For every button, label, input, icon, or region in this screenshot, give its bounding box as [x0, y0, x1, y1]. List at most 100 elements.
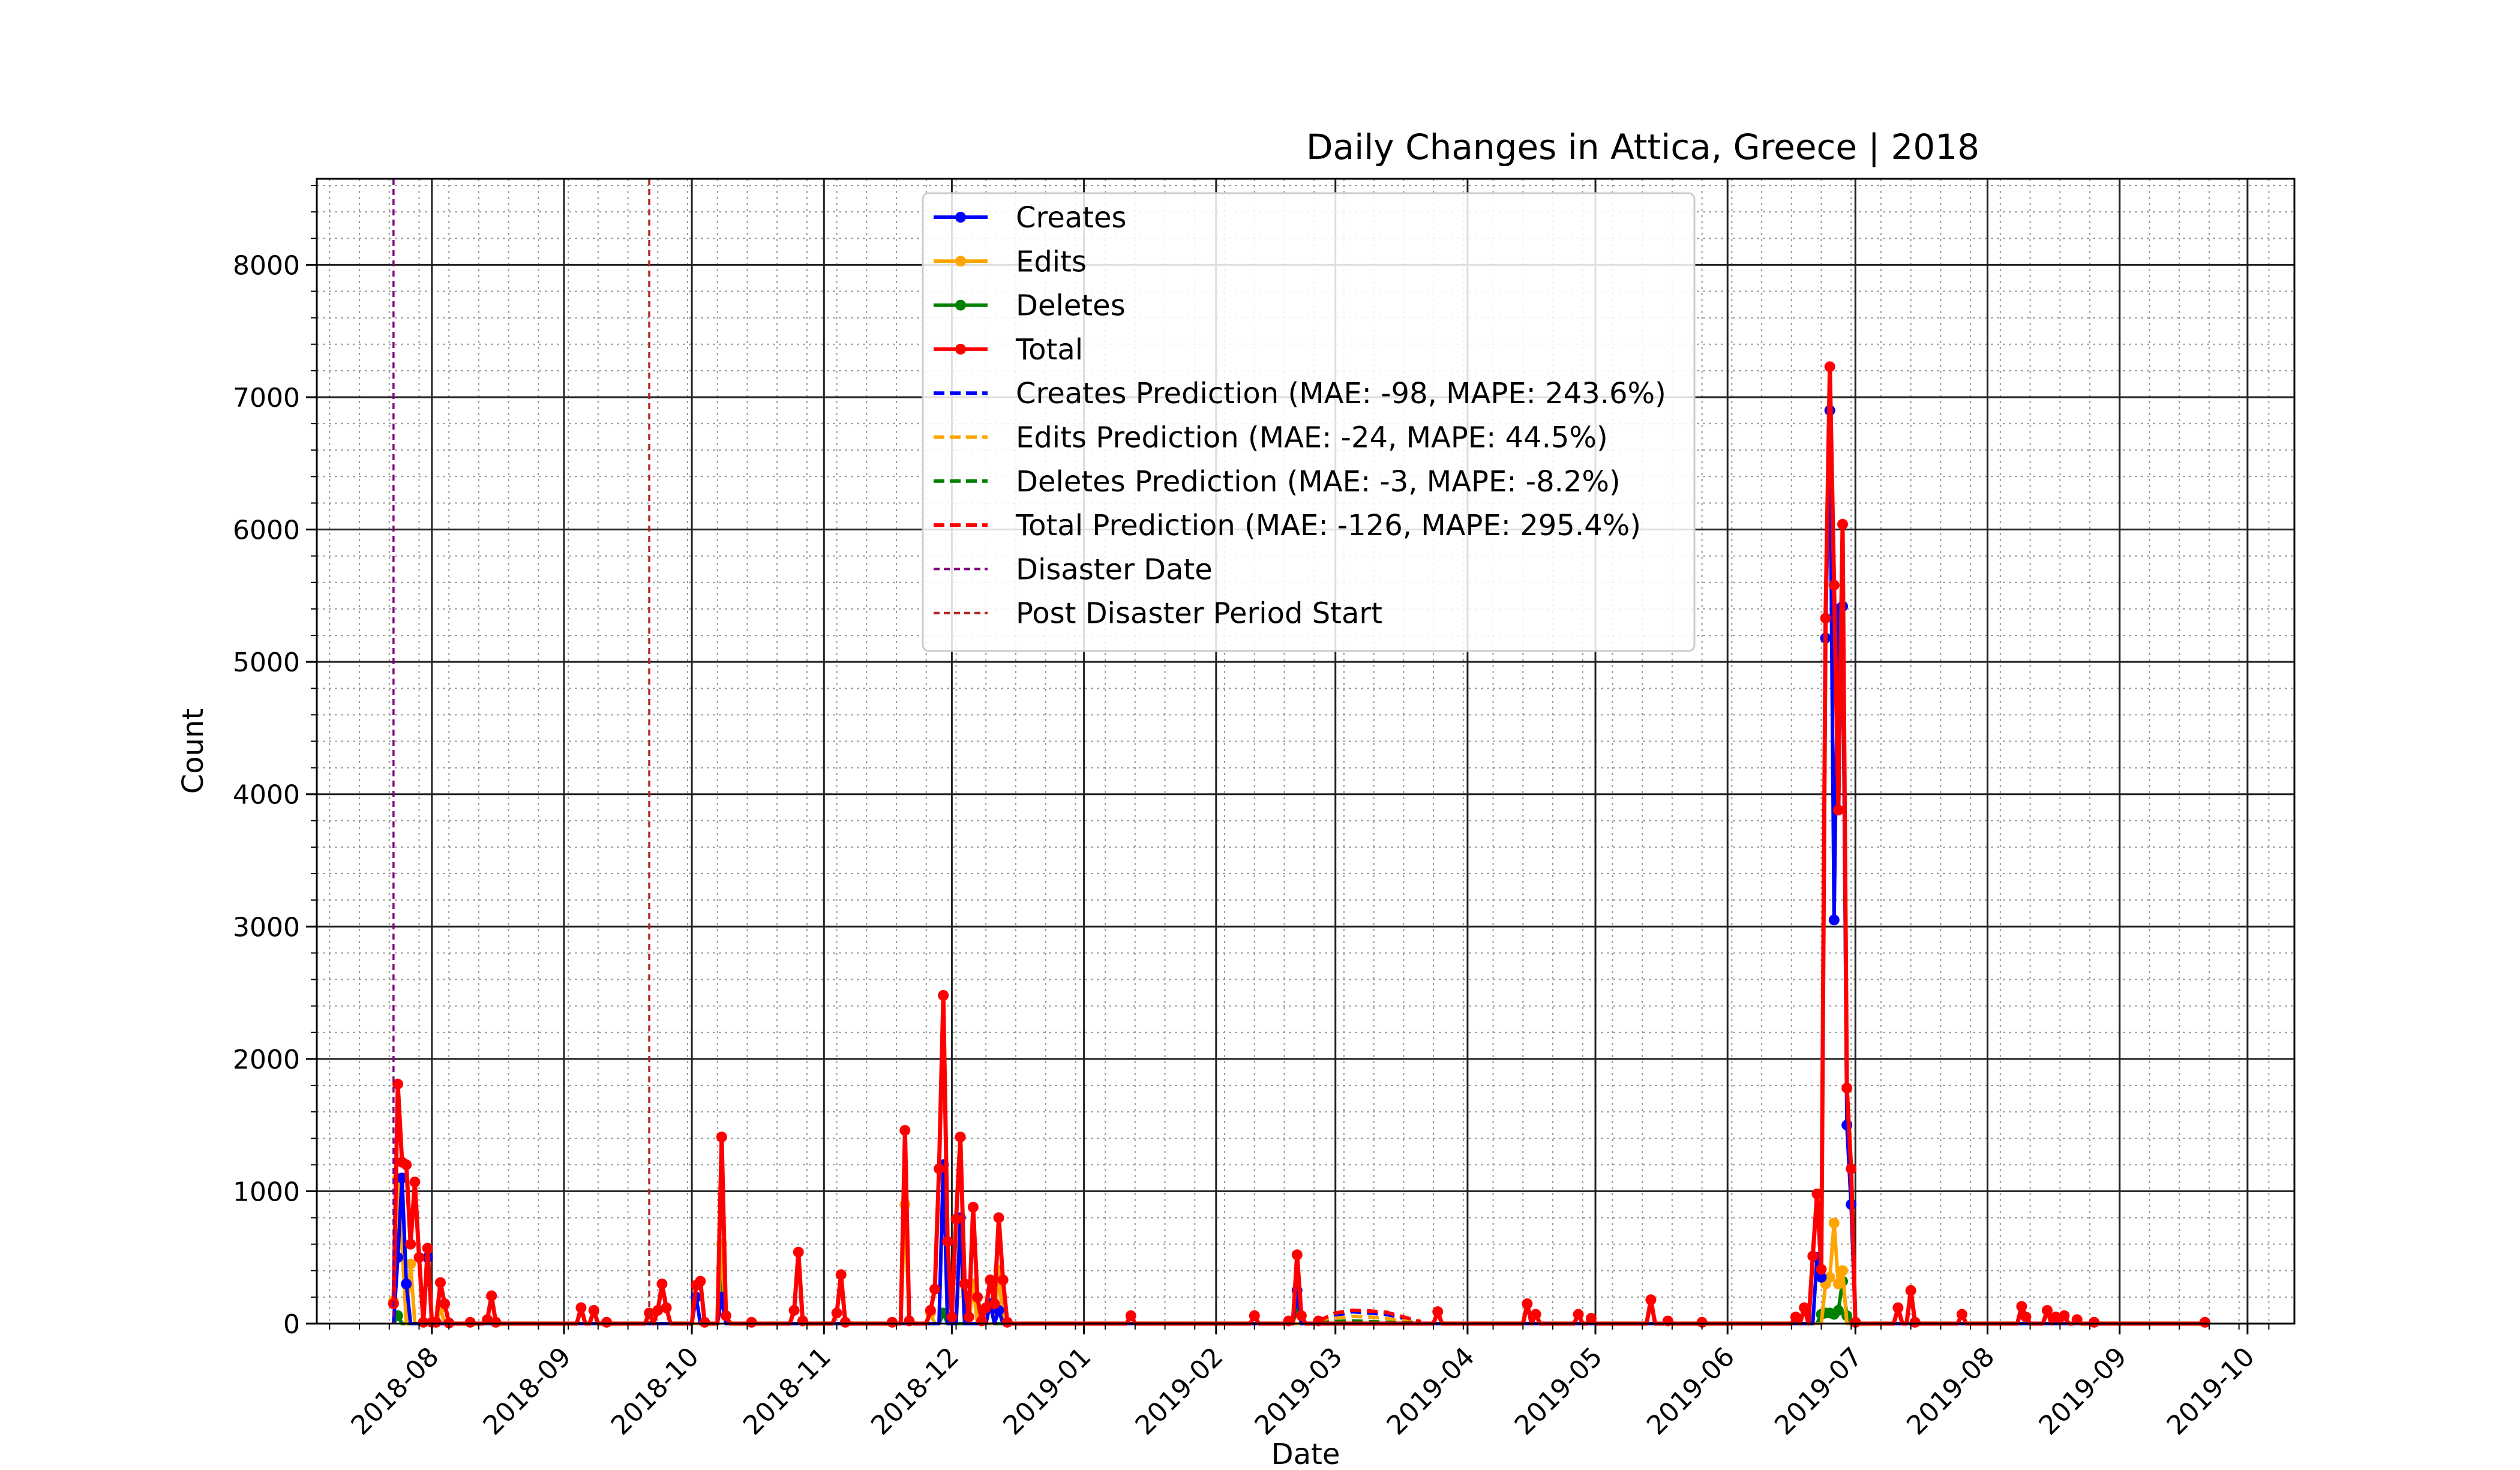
legend-marker	[955, 343, 966, 355]
total-point	[2050, 1311, 2062, 1322]
event-lines	[392, 179, 650, 1324]
total-point	[464, 1316, 476, 1328]
total-point	[955, 1131, 966, 1142]
x-tick-label: 2019-01	[997, 1342, 1097, 1441]
total-point	[1905, 1285, 1916, 1296]
y-tick-label: 2000	[233, 1045, 300, 1075]
total-point	[1816, 1264, 1827, 1275]
legend-item: Total	[934, 333, 1083, 367]
edits-point	[405, 1258, 416, 1270]
legend-item: Edits	[934, 245, 1087, 278]
legend-label: Disaster Date	[1016, 553, 1213, 586]
minor-grid	[317, 179, 2294, 1324]
total-point	[793, 1246, 804, 1258]
total-point	[588, 1304, 599, 1316]
legend-item: Total Prediction (MAE: -126, MAPE: 295.4…	[934, 509, 1641, 542]
total-point	[1645, 1294, 1657, 1306]
y-tick-label: 8000	[233, 250, 300, 281]
total-point	[720, 1310, 731, 1321]
total-point	[2042, 1304, 2053, 1316]
total-point	[601, 1316, 613, 1328]
chart-title: Daily Changes in Attica, Greece | 2018	[1306, 127, 1979, 167]
total-point	[929, 1283, 940, 1295]
legend-label: Total	[1015, 333, 1083, 367]
total-point	[942, 1236, 953, 1247]
x-tick-label: 2019-08	[1901, 1342, 2000, 1441]
legend-item: Edits Prediction (MAE: -24, MAPE: 44.5%)	[934, 421, 1608, 455]
y-tick-label: 1000	[233, 1177, 300, 1207]
total-point	[1249, 1310, 1260, 1321]
total-point	[980, 1302, 992, 1313]
total-point	[938, 989, 949, 1001]
total-point	[418, 1316, 429, 1328]
creates-point	[1828, 914, 1840, 926]
total-point	[1837, 518, 1849, 530]
total-point	[1850, 1316, 1861, 1328]
legend-item: Creates	[934, 201, 1127, 235]
total-point	[1846, 1163, 1857, 1174]
legend-marker	[955, 212, 966, 223]
y-tick-label: 5000	[233, 647, 300, 678]
creates-point	[401, 1278, 412, 1289]
legend-label: Creates	[1016, 201, 1127, 235]
legend-label: Edits	[1016, 245, 1087, 278]
total-point	[699, 1316, 710, 1328]
creates-point	[1816, 1271, 1827, 1283]
total-point	[1585, 1313, 1597, 1324]
total-point	[1573, 1309, 1584, 1320]
total-point	[695, 1276, 706, 1287]
total-point	[967, 1201, 979, 1213]
total-point	[661, 1302, 672, 1313]
x-tick-label: 2019-03	[1249, 1342, 1348, 1441]
total-point	[989, 1298, 1000, 1309]
x-tick-label: 2018-08	[346, 1342, 445, 1441]
total-point	[963, 1311, 974, 1322]
series-edits-prediction	[1318, 1314, 1421, 1324]
total-point	[2059, 1310, 2070, 1321]
total-point	[413, 1252, 425, 1263]
total-point	[1841, 1082, 1853, 1094]
total-point	[1820, 613, 1831, 624]
total-point	[1956, 1309, 1967, 1320]
total-point	[950, 1213, 962, 1225]
total-point	[1432, 1306, 1444, 1318]
y-tick-label: 4000	[233, 780, 300, 811]
y-axis-label: Count	[176, 709, 210, 794]
deletes-point	[1832, 1304, 1844, 1316]
legend-label: Total Prediction (MAE: -126, MAPE: 295.4…	[1015, 509, 1641, 542]
total-point	[904, 1315, 915, 1327]
total-point	[490, 1316, 502, 1328]
legend-label: Edits Prediction (MAE: -24, MAPE: 44.5%)	[1016, 421, 1608, 455]
total-point	[716, 1131, 727, 1142]
x-axis-label: Date	[1271, 1438, 1340, 1470]
legend-item: Post Disaster Period Start	[934, 597, 1382, 631]
x-tick-label: 2019-07	[1769, 1342, 1868, 1441]
total-point	[1807, 1250, 1819, 1262]
legend-item: Deletes Prediction (MAE: -3, MAPE: -8.2%…	[934, 465, 1621, 499]
legend-item: Disaster Date	[934, 553, 1213, 586]
total-point	[1125, 1310, 1136, 1321]
total-point	[959, 1278, 970, 1289]
total-point	[1696, 1316, 1708, 1328]
y-tick-label: 0	[283, 1309, 300, 1340]
total-point	[788, 1304, 800, 1316]
total-point	[1811, 1188, 1823, 1199]
legend-label: Post Disaster Period Start	[1016, 597, 1382, 631]
total-point	[1522, 1298, 1533, 1309]
total-point	[575, 1302, 587, 1313]
legend: Creates Edits Deletes Total Creates Predicti…	[922, 192, 1696, 652]
y-tick-label: 6000	[233, 515, 300, 546]
total-point	[1790, 1311, 1801, 1322]
legend-item: Creates Prediction (MAE: -98, MAPE: 243.…	[934, 377, 1666, 410]
total-point	[831, 1307, 842, 1319]
total-point	[482, 1314, 493, 1325]
series-total-prediction	[1318, 1308, 1421, 1324]
total-point	[2071, 1314, 2083, 1325]
total-point	[934, 1163, 945, 1174]
total-point	[1824, 361, 1835, 373]
x-tick-label: 2019-06	[1641, 1342, 1741, 1441]
legend-marker	[955, 299, 966, 311]
y-axis: 0 1000 2000 3000 4000 5000 6000 7000 8000	[233, 185, 317, 1340]
total-point	[993, 1212, 1004, 1223]
total-point	[746, 1316, 757, 1328]
